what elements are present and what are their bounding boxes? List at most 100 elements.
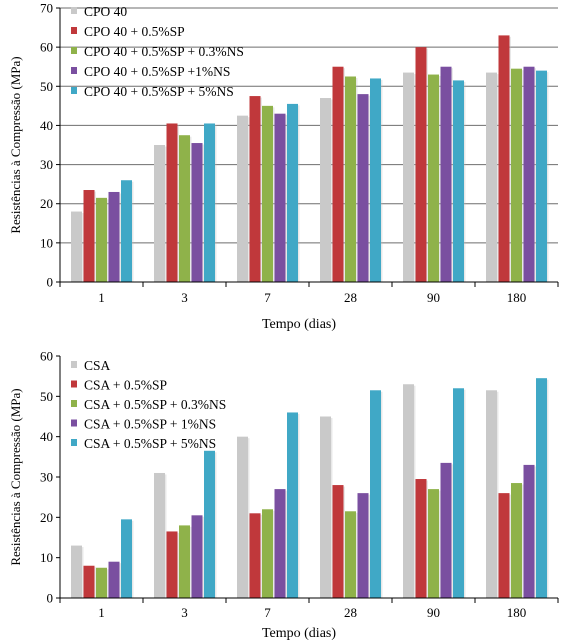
y-axis-label: Resistências à Compressão (MPa) bbox=[8, 56, 23, 233]
bar-cyan-1 bbox=[121, 519, 132, 598]
y-tick-label: 0 bbox=[47, 591, 54, 606]
legend-swatch bbox=[71, 47, 77, 54]
bar-purple-3 bbox=[191, 515, 203, 598]
bar-cyan-28 bbox=[370, 390, 381, 598]
bar-green-3 bbox=[179, 525, 190, 598]
legend-swatch bbox=[71, 419, 77, 427]
bar-purple-28 bbox=[357, 94, 369, 282]
x-tick-label: 1 bbox=[98, 605, 105, 620]
bar-cyan-180 bbox=[536, 70, 547, 282]
bar-red-180 bbox=[498, 35, 510, 283]
bar-red-90 bbox=[415, 47, 427, 283]
bar-gray-3 bbox=[154, 145, 165, 282]
bar-green-180 bbox=[511, 483, 522, 598]
bar-red-3 bbox=[166, 531, 178, 598]
y-tick-label: 30 bbox=[40, 157, 53, 172]
x-axis-label: Tempo (dias) bbox=[262, 626, 336, 641]
x-tick-label: 180 bbox=[507, 290, 527, 305]
bar-purple-180 bbox=[523, 66, 535, 282]
bar-gray-90 bbox=[403, 384, 414, 598]
bar-cyan-7 bbox=[287, 103, 298, 283]
x-tick-label: 3 bbox=[181, 605, 188, 620]
bar-gray-3 bbox=[154, 472, 165, 598]
y-tick-label: 60 bbox=[40, 349, 53, 364]
bar-green-7 bbox=[262, 509, 273, 598]
bar-purple-1 bbox=[108, 191, 120, 282]
bar-red-7 bbox=[249, 513, 261, 598]
y-axis-label: Resistências à Compressão (MPa) bbox=[8, 388, 23, 565]
bar-red-1 bbox=[83, 190, 95, 282]
y-tick-label: 10 bbox=[40, 235, 53, 250]
x-axis-label: Tempo (dias) bbox=[262, 317, 336, 332]
x-tick-label: 90 bbox=[427, 605, 440, 620]
x-tick-label: 3 bbox=[181, 290, 188, 305]
legend-label: CSA + 0.5%SP bbox=[84, 378, 167, 393]
x-tick-label: 180 bbox=[507, 605, 527, 620]
x-tick-label: 1 bbox=[98, 290, 105, 305]
bar-red-180 bbox=[498, 493, 510, 598]
bar-cyan-180 bbox=[536, 378, 547, 598]
bar-purple-28 bbox=[357, 493, 369, 598]
y-tick-label: 70 bbox=[40, 1, 53, 16]
bar-gray-1 bbox=[71, 545, 82, 598]
x-tick-label: 28 bbox=[344, 290, 357, 305]
bar-green-90 bbox=[428, 489, 439, 598]
bar-green-7 bbox=[262, 105, 273, 282]
chart-2: 0 10 20 30 40 50 60 1 3 7 28 90 180 Tempo (dias) Resis… bbox=[8, 349, 559, 641]
y-tick-label: 20 bbox=[40, 196, 53, 211]
bar-red-7 bbox=[249, 96, 261, 282]
bar-green-1 bbox=[96, 567, 107, 598]
legend-label: CPO 40 + 0.5%SP + 0.3%NS bbox=[84, 44, 244, 59]
y-tick-label: 40 bbox=[40, 429, 53, 444]
legend-label: CSA + 0.5%SP + 5%NS bbox=[84, 436, 216, 451]
bar-gray-28 bbox=[320, 416, 331, 598]
bar-purple-90 bbox=[440, 462, 452, 598]
y-tick-label: 60 bbox=[40, 40, 53, 55]
y-tick-label: 30 bbox=[40, 470, 53, 485]
legend-label: CPO 40 + 0.5%SP + 5%NS bbox=[84, 84, 234, 99]
x-tick-label: 28 bbox=[344, 605, 357, 620]
x-tick-label: 90 bbox=[427, 290, 440, 305]
bar-cyan-7 bbox=[287, 412, 298, 598]
bar-red-28 bbox=[332, 66, 344, 282]
legend-label: CSA bbox=[84, 358, 111, 373]
bar-green-1 bbox=[96, 197, 107, 282]
bar-gray-180 bbox=[486, 72, 497, 282]
legend-label: CPO 40 bbox=[84, 4, 127, 19]
legend-label: CSA + 0.5%SP + 0.3%NS bbox=[84, 397, 226, 412]
bar-green-28 bbox=[345, 511, 356, 598]
legend-label: CSA + 0.5%SP + 1%NS bbox=[84, 417, 216, 432]
legend-swatch bbox=[71, 439, 77, 446]
bar-green-180 bbox=[511, 68, 522, 283]
bar-red-28 bbox=[332, 485, 344, 598]
bar-green-3 bbox=[179, 135, 190, 282]
bar-gray-28 bbox=[320, 98, 331, 283]
y-tick-label: 50 bbox=[40, 79, 53, 94]
bar-purple-1 bbox=[108, 561, 120, 598]
bar-purple-180 bbox=[523, 464, 535, 598]
bar-gray-7 bbox=[237, 436, 248, 598]
legend-swatch bbox=[71, 361, 77, 368]
y-tick-label: 10 bbox=[40, 550, 53, 565]
legend-swatch bbox=[71, 27, 77, 34]
bar-purple-7 bbox=[274, 489, 286, 598]
y-tick-label: 0 bbox=[47, 275, 54, 290]
chart-1: 0 10 20 30 40 50 60 70 1 3 7 28 90 180 Tempo (dias) Res… bbox=[8, 1, 559, 332]
legend-label: CPO 40 + 0.5%SP bbox=[84, 24, 185, 39]
bar-red-3 bbox=[166, 123, 178, 282]
bar-cyan-90 bbox=[453, 388, 464, 598]
bar-gray-7 bbox=[237, 115, 248, 283]
bar-gray-180 bbox=[486, 390, 497, 598]
bar-gray-90 bbox=[403, 72, 414, 282]
bar-purple-3 bbox=[191, 143, 203, 282]
y-tick-label: 40 bbox=[40, 118, 53, 133]
x-tick-label: 7 bbox=[264, 605, 271, 620]
bar-cyan-3 bbox=[204, 123, 215, 282]
bar-green-28 bbox=[345, 76, 356, 282]
bar-gray-1 bbox=[71, 211, 82, 282]
x-tick-label: 7 bbox=[264, 290, 271, 305]
legend-label: CPO 40 + 0.5%SP +1%NS bbox=[84, 64, 230, 79]
legend-swatch bbox=[71, 380, 77, 388]
bar-green-90 bbox=[428, 74, 439, 283]
